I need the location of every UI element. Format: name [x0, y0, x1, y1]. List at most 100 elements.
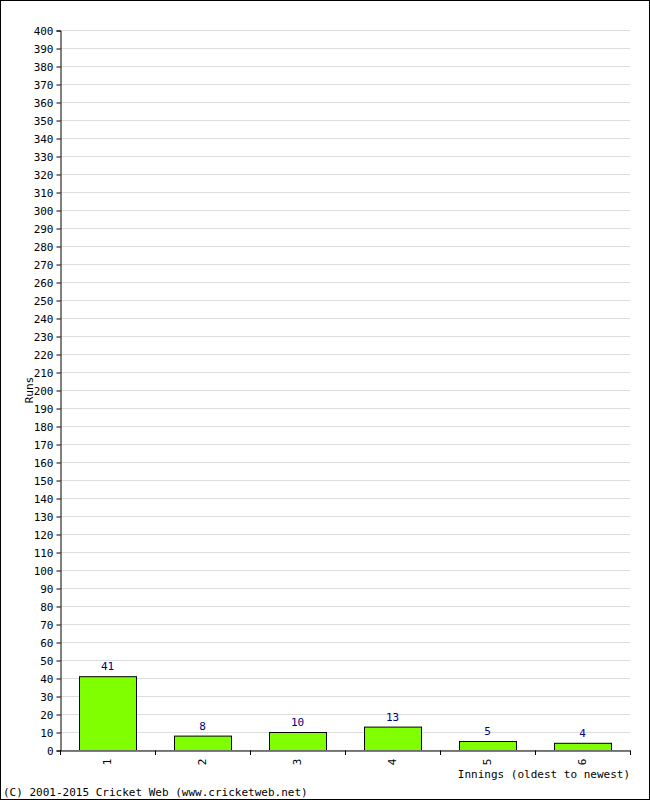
grid-line	[60, 66, 630, 67]
grid-line	[60, 354, 630, 355]
y-tick-label: 210	[34, 367, 54, 380]
y-tick-label: 230	[34, 331, 54, 344]
y-tick: 360	[34, 97, 61, 110]
x-separator	[250, 751, 251, 756]
grid-line	[60, 120, 630, 121]
x-separators	[61, 751, 631, 756]
y-tick-label: 290	[34, 223, 54, 236]
data-label: 13	[386, 711, 399, 724]
y-tick: 200	[34, 385, 61, 398]
grid-line	[60, 30, 630, 31]
y-tick: 340	[34, 133, 61, 146]
grid-line	[60, 732, 630, 733]
grid-line	[60, 534, 630, 535]
x-tick-label: 4	[386, 758, 399, 765]
data-label: 41	[101, 660, 114, 673]
y-tick-mark	[57, 337, 61, 338]
y-tick-mark	[57, 733, 61, 734]
grid-line	[60, 336, 630, 337]
y-tick: 70	[40, 619, 60, 632]
grid-line	[60, 390, 630, 391]
y-tick: 380	[34, 61, 61, 74]
y-tick-label: 340	[34, 133, 54, 146]
bar	[175, 736, 232, 750]
data-label: 10	[291, 716, 304, 729]
y-tick-label: 240	[34, 313, 54, 326]
y-tick-mark	[57, 229, 61, 230]
x-tick: 1	[101, 751, 114, 766]
y-tick-label: 130	[34, 511, 54, 524]
y-tick-label: 50	[40, 655, 53, 668]
y-tick-mark	[57, 481, 61, 482]
y-tick-mark	[57, 427, 61, 428]
y-tick: 320	[34, 169, 61, 182]
y-tick: 170	[34, 439, 61, 452]
grid-line	[60, 642, 630, 643]
grid-line	[60, 714, 630, 715]
y-tick-label: 350	[34, 115, 54, 128]
y-tick-label: 260	[34, 277, 54, 290]
y-tick-mark	[57, 391, 61, 392]
x-separator	[60, 751, 61, 756]
y-axis-title: Runs	[23, 377, 36, 404]
x-tick-label: 5	[481, 759, 494, 766]
grid-line	[60, 678, 630, 679]
y-tick-label: 80	[40, 601, 53, 614]
y-tick-label: 200	[34, 385, 54, 398]
grid-line	[60, 480, 630, 481]
x-tick-label: 3	[291, 759, 304, 766]
y-tick: 80	[40, 601, 60, 614]
grid-line	[60, 282, 630, 283]
grid-line	[60, 210, 630, 211]
y-tick-mark	[57, 301, 61, 302]
x-separator	[155, 751, 156, 756]
y-tick-mark	[57, 661, 61, 662]
y-tick-mark	[57, 607, 61, 608]
y-tick: 0	[47, 745, 61, 758]
y-tick-label: 160	[34, 457, 54, 470]
y-tick-label: 390	[34, 43, 54, 56]
grid-line	[60, 246, 630, 247]
grid-line	[60, 516, 630, 517]
grid-line	[60, 570, 630, 571]
y-tick-mark	[57, 535, 61, 536]
bar	[555, 743, 612, 750]
y-tick-mark	[57, 283, 61, 284]
chart: 0102030405060708090100110120130140150160…	[0, 0, 650, 800]
data-label: 8	[199, 720, 206, 733]
y-tick: 30	[40, 691, 60, 704]
y-tick-mark	[57, 499, 61, 500]
x-tick: 3	[291, 751, 304, 766]
annotation: (C) 2001-2015 Cricket Web (www.cricketwe…	[3, 786, 308, 799]
grid-line	[60, 462, 630, 463]
y-tick-mark	[57, 697, 61, 698]
x-axis: 123456	[61, 751, 631, 766]
x-tick-label: 1	[101, 759, 114, 766]
y-tick: 330	[34, 151, 61, 164]
x-separator	[345, 751, 346, 756]
y-tick-label: 190	[34, 403, 54, 416]
y-tick-label: 40	[40, 673, 53, 686]
y-tick: 120	[34, 529, 61, 542]
grid	[60, 31, 630, 751]
y-tick: 90	[40, 583, 60, 596]
grid-line	[60, 264, 630, 265]
y-tick-label: 330	[34, 151, 54, 164]
y-tick: 390	[34, 43, 61, 56]
x-separator	[630, 751, 631, 756]
y-tick-label: 380	[34, 61, 54, 74]
y-tick-label: 120	[34, 529, 54, 542]
y-tick: 50	[40, 655, 60, 668]
grid-line	[60, 48, 630, 49]
y-tick-mark	[57, 643, 61, 644]
y-tick-mark	[57, 751, 61, 752]
y-tick-mark	[57, 139, 61, 140]
y-tick: 300	[34, 205, 61, 218]
y-tick-mark	[57, 211, 61, 212]
y-tick: 230	[34, 331, 61, 344]
y-tick: 220	[34, 349, 61, 362]
y-tick-mark	[57, 31, 61, 32]
x-tick: 4	[386, 751, 399, 766]
y-tick-label: 310	[34, 187, 54, 200]
y-tick-mark	[57, 319, 61, 320]
